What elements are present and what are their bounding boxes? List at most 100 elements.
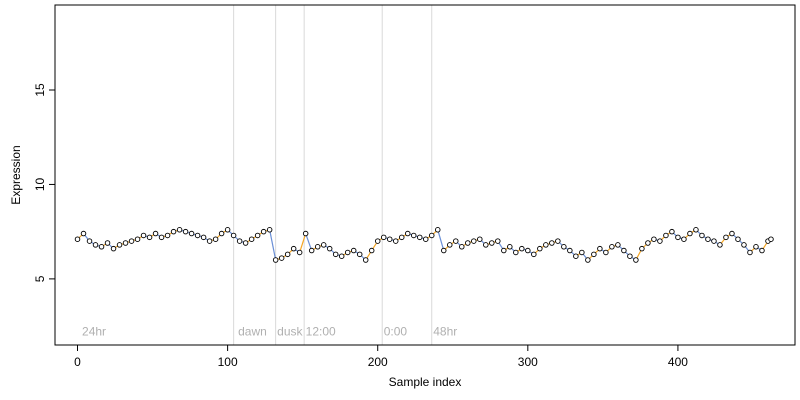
data-point [429, 232, 435, 239]
data-point [314, 244, 321, 250]
data-point [567, 247, 573, 254]
data-point [687, 230, 693, 237]
data-point [435, 227, 441, 233]
x-tick-label: 300 [518, 355, 538, 369]
data-point [705, 236, 711, 242]
data-point [236, 238, 243, 244]
data-point [416, 234, 423, 241]
data-point [645, 240, 651, 246]
x-tick-label: 200 [368, 355, 388, 369]
series-segment [305, 233, 313, 251]
data-point [609, 244, 615, 250]
y-tick-label: 10 [33, 177, 47, 191]
data-point [639, 245, 645, 252]
data-point [128, 238, 135, 244]
data-point [386, 236, 393, 242]
data-point [573, 253, 579, 259]
data-point [392, 238, 399, 244]
data-point [116, 242, 123, 248]
data-point [543, 242, 549, 248]
annotation-label: 12:00 [306, 325, 336, 339]
data-point [627, 253, 633, 259]
data-point [320, 242, 327, 248]
data-point [717, 242, 723, 248]
data-point [242, 240, 249, 246]
data-point [759, 247, 765, 254]
x-tick-label: 100 [218, 355, 238, 369]
data-point [374, 238, 381, 244]
data-point [170, 228, 177, 235]
data-point [290, 245, 297, 252]
data-point [585, 257, 591, 263]
data-point [122, 240, 129, 246]
data-point [525, 247, 531, 254]
data-point [561, 244, 567, 250]
data-point [254, 232, 261, 239]
annotation-label: dusk [277, 325, 303, 339]
data-point [80, 230, 87, 237]
series-segment [269, 229, 277, 261]
series-segment [299, 233, 307, 253]
data-point [302, 230, 309, 237]
x-tick-label: 400 [668, 355, 688, 369]
data-point [272, 257, 279, 263]
data-point [729, 230, 735, 237]
data-point [368, 247, 375, 254]
data-point [338, 253, 345, 259]
data-point [471, 238, 477, 244]
event-annotations: 24hr dawn dusk 12:00 0:00 48hr [82, 325, 457, 339]
data-point [723, 234, 729, 241]
data-point [296, 249, 303, 256]
data-point [404, 230, 411, 237]
data-point [74, 236, 81, 242]
data-point [350, 247, 357, 254]
data-point [441, 247, 447, 254]
data-point [212, 236, 219, 242]
annotation-label: 24hr [82, 325, 106, 339]
data-point [537, 245, 543, 252]
y-tick-label: 15 [33, 83, 47, 97]
data-point [681, 236, 687, 242]
data-point [110, 245, 117, 252]
data-point [477, 236, 483, 242]
data-point [140, 232, 147, 239]
data-point [693, 227, 699, 233]
data-point [410, 232, 417, 239]
data-point [158, 234, 165, 241]
data-point [489, 240, 495, 246]
data-point [447, 242, 453, 248]
data-point [284, 251, 291, 258]
data-point [104, 240, 111, 246]
data-point [495, 238, 501, 244]
data-point [278, 255, 285, 261]
data-point [657, 238, 663, 244]
data-point [326, 245, 333, 252]
y-axis-title: Expression [9, 145, 23, 204]
data-point [423, 236, 429, 242]
data-point [711, 238, 717, 244]
data-point [531, 251, 537, 258]
data-point [633, 257, 639, 263]
data-point [380, 234, 387, 241]
data-point [555, 238, 561, 244]
annotation-label: 0:00 [384, 325, 408, 339]
data-points [74, 227, 774, 263]
data-point [501, 247, 507, 254]
data-point [615, 242, 621, 248]
data-point [753, 244, 759, 250]
y-tick-label: 5 [33, 275, 47, 282]
data-point [699, 232, 705, 239]
x-tick-label: 0 [74, 355, 81, 369]
data-point [663, 232, 669, 239]
data-point [747, 249, 753, 256]
data-point [621, 247, 627, 254]
data-point [453, 238, 459, 244]
data-point [459, 244, 465, 250]
data-point [507, 244, 513, 250]
series-segment [437, 229, 445, 251]
data-point [86, 238, 93, 244]
data-point [344, 249, 351, 256]
annotation-label: dawn [238, 325, 267, 339]
data-point [549, 240, 555, 246]
